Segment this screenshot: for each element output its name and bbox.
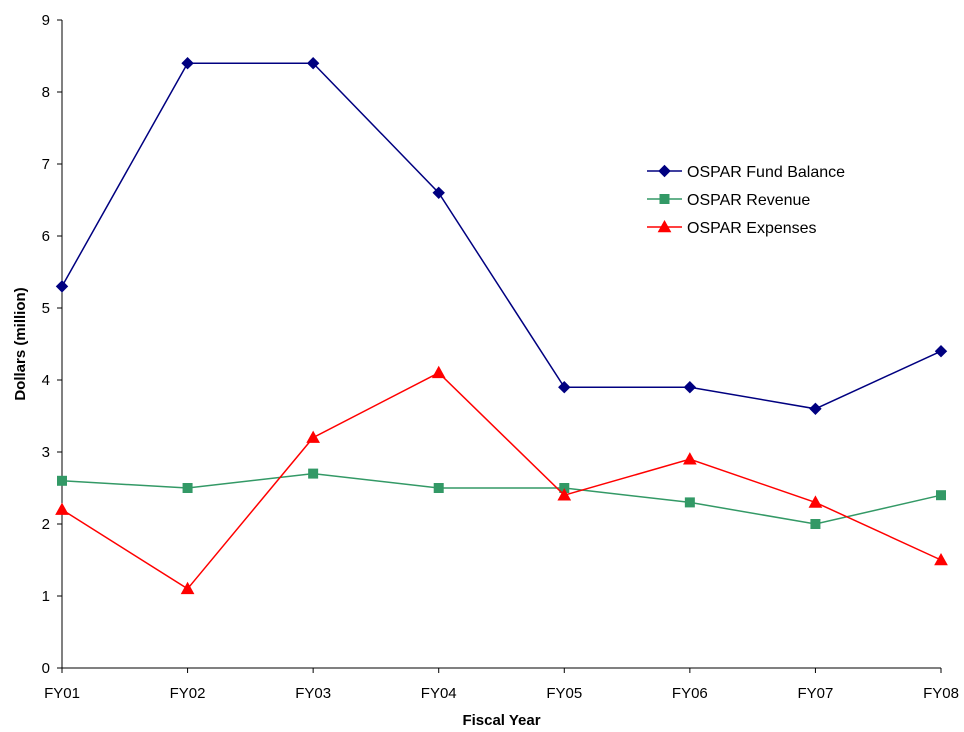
data-point	[431, 365, 446, 379]
x-tick-label: FY02	[170, 685, 206, 702]
data-point	[683, 380, 697, 394]
data-point	[57, 475, 67, 486]
data-point	[306, 56, 320, 70]
data-point	[808, 495, 823, 508]
data-point	[558, 380, 571, 394]
series-1	[55, 56, 948, 416]
data-point	[55, 502, 69, 515]
data-point	[936, 490, 946, 501]
series-3	[55, 365, 948, 595]
x-tick-label: FY04	[421, 685, 457, 702]
legend-label: OSPAR Revenue	[687, 192, 810, 209]
data-point	[181, 56, 194, 70]
legend-swatch-marker	[658, 164, 671, 178]
data-point	[308, 468, 319, 479]
data-point	[809, 402, 822, 416]
y-tick-label: 1	[42, 588, 50, 605]
x-tick-label: FY06	[672, 685, 708, 702]
y-tick-label: 4	[42, 372, 50, 389]
x-ticks: FY01 FY02 FY03 FY04 FY05 FY06 FY07 FY08	[44, 668, 959, 702]
y-tick-label: 8	[42, 84, 50, 101]
data-point	[306, 430, 320, 443]
data-point	[683, 452, 697, 465]
x-tick-label: FY08	[923, 685, 959, 702]
y-tick-label: 2	[42, 516, 50, 533]
x-tick-label: FY07	[797, 685, 833, 702]
series-line	[61, 62, 942, 410]
legend-item: OSPAR Revenue	[647, 192, 810, 209]
y-axis-title: Dollars (million)	[12, 287, 29, 400]
x-tick-label: FY05	[546, 685, 582, 702]
y-tick-label: 0	[42, 660, 50, 677]
data-point	[182, 483, 193, 493]
x-tick-label: FY03	[295, 685, 331, 702]
y-tick-label: 6	[42, 228, 50, 245]
data-point	[180, 581, 195, 595]
y-tick-label: 5	[42, 300, 50, 317]
y-ticks: 0 1 2 3 4 5 6 7 8 9	[42, 12, 62, 677]
legend-label: OSPAR Fund Balance	[687, 164, 845, 181]
legend-item: OSPAR Fund Balance	[647, 164, 845, 181]
data-point	[684, 497, 695, 508]
y-tick-label: 9	[42, 12, 50, 29]
legend-item: OSPAR Expenses	[647, 219, 817, 237]
y-tick-label: 3	[42, 444, 50, 461]
data-point	[810, 519, 821, 529]
series-line	[61, 371, 942, 590]
series-2	[57, 468, 946, 529]
data-point	[55, 280, 69, 293]
legend: OSPAR Fund Balance OSPAR Revenue OSPAR Exp…	[647, 164, 845, 237]
data-point	[433, 483, 444, 493]
data-point	[432, 186, 445, 200]
legend-label: OSPAR Expenses	[687, 220, 817, 237]
series-layer	[55, 56, 948, 595]
data-point	[934, 344, 948, 358]
x-tick-label: FY01	[44, 685, 80, 702]
legend-swatch-marker	[659, 194, 670, 204]
y-tick-label: 7	[42, 156, 50, 173]
data-point	[934, 552, 948, 566]
legend-swatch-marker	[657, 219, 672, 233]
data-point	[557, 488, 572, 501]
axes	[61, 20, 941, 669]
x-axis-title: Fiscal Year	[462, 712, 540, 729]
series-line	[61, 472, 942, 525]
